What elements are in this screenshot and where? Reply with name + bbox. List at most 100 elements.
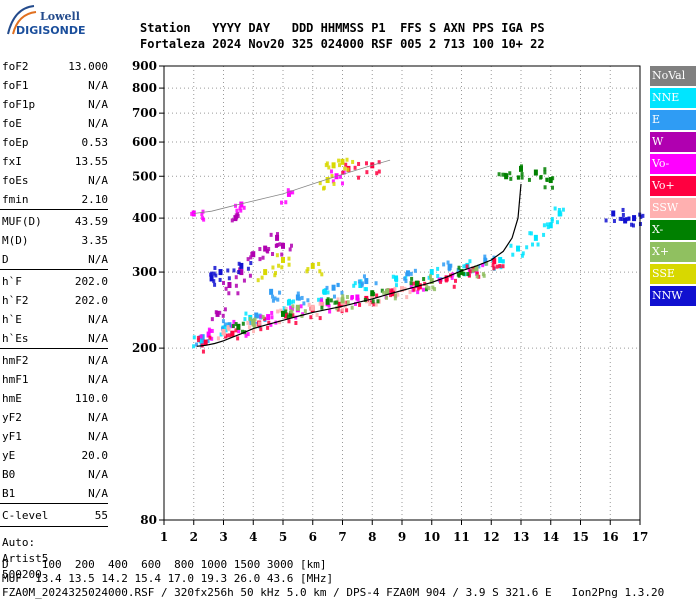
echo-point-vo- bbox=[444, 275, 449, 282]
x-tick-label: 3 bbox=[219, 530, 227, 544]
echo-pixel bbox=[277, 263, 281, 268]
echo-pixel bbox=[551, 176, 555, 181]
echo-point-sse bbox=[325, 177, 330, 184]
echo-pixel bbox=[326, 290, 330, 295]
echo-pixel bbox=[208, 335, 212, 340]
x-tick-label: 15 bbox=[572, 530, 589, 544]
echo-pixel bbox=[199, 334, 203, 339]
echo-pixel bbox=[424, 287, 428, 292]
echo-pixel bbox=[249, 261, 253, 266]
echo-pixel bbox=[271, 251, 275, 256]
echo-pixel bbox=[296, 291, 300, 296]
echo-point-sse bbox=[281, 256, 285, 263]
echo-pixel bbox=[246, 320, 250, 325]
y-tick-label: 600 bbox=[132, 135, 157, 149]
echo-pixel bbox=[324, 288, 328, 293]
echo-pixel bbox=[433, 287, 437, 292]
echo-pixel bbox=[247, 325, 251, 330]
echo-point-w bbox=[263, 245, 268, 252]
axes: 1 2 3 4 5 6 7 8 9 10 11 12 13 14 15 16 17802003004005006… bbox=[132, 59, 648, 544]
trace-o-trace bbox=[196, 183, 522, 347]
echo-pixel bbox=[278, 290, 282, 295]
param-row: fmin 2.10 bbox=[2, 193, 108, 207]
echo-point-vo- bbox=[492, 258, 497, 265]
echo-point-vo- bbox=[206, 331, 211, 338]
echo-pixel bbox=[223, 324, 227, 329]
echo-pixel bbox=[374, 281, 378, 286]
param-row: foE N/A bbox=[2, 117, 108, 131]
x-tick-label: 11 bbox=[453, 530, 470, 544]
echo-pixel bbox=[372, 302, 376, 307]
echo-pixel bbox=[503, 172, 507, 177]
param-name: foE bbox=[2, 117, 22, 130]
echo-point-x- bbox=[251, 318, 256, 325]
echo-pixel bbox=[287, 262, 291, 267]
echo-pixel bbox=[192, 335, 196, 340]
echo-point-w bbox=[281, 242, 285, 249]
y-tick-label: 200 bbox=[132, 341, 157, 355]
echo-pixel bbox=[306, 298, 310, 303]
echo-pixel bbox=[353, 301, 357, 306]
echo-pixel bbox=[337, 158, 341, 163]
echo-pixel bbox=[344, 162, 348, 167]
echo-pixel bbox=[329, 298, 333, 303]
x-tick-label: 14 bbox=[542, 530, 559, 544]
echo-pixel bbox=[543, 170, 547, 175]
echo-pixel bbox=[545, 222, 549, 227]
echo-pixel bbox=[362, 274, 366, 279]
echo-pixel bbox=[210, 271, 214, 276]
echo-pixel bbox=[363, 297, 367, 302]
echo-pixel bbox=[266, 325, 270, 330]
echo-pixel bbox=[341, 307, 345, 312]
echo-pixel bbox=[213, 265, 217, 270]
echo-pixel bbox=[248, 273, 252, 278]
echo-pixel bbox=[350, 305, 354, 310]
echo-pixel bbox=[284, 309, 288, 314]
echo-pixel bbox=[256, 278, 260, 283]
echo-pixel bbox=[238, 267, 242, 272]
echo-pixel bbox=[353, 281, 357, 286]
param-row: hmE 110.0 bbox=[2, 392, 108, 406]
echo-point-vo- bbox=[266, 314, 271, 321]
echo-pixel bbox=[321, 289, 325, 294]
echo-pixel bbox=[302, 301, 306, 306]
param-value: 202.0 bbox=[74, 275, 108, 288]
echo-pixel bbox=[320, 298, 324, 303]
echo-pixel bbox=[341, 170, 345, 175]
echo-pixel bbox=[483, 257, 487, 262]
echo-pixel bbox=[520, 253, 524, 258]
echo-pixel bbox=[374, 302, 378, 307]
echo-pixel bbox=[222, 332, 226, 337]
echo-pixel bbox=[228, 323, 232, 328]
x-tick-label: 16 bbox=[602, 530, 619, 544]
footer: D 100 200 400 600 800 1000 1500 3000 [km… bbox=[2, 558, 664, 600]
y-tick-label: 300 bbox=[132, 265, 157, 279]
echo-points bbox=[190, 157, 645, 354]
auto-scaling-line1: Auto: bbox=[2, 536, 36, 549]
echo-point-vo- bbox=[417, 283, 422, 290]
echo-pixel bbox=[561, 207, 565, 212]
echo-pixel bbox=[462, 271, 466, 276]
echo-pixel bbox=[261, 315, 265, 320]
echo-pixel bbox=[258, 257, 262, 262]
echo-point-nnw bbox=[218, 269, 223, 276]
param-name: C-level bbox=[2, 509, 49, 522]
footer-muf-row: MUF 13.4 13.5 14.2 15.4 17.0 19.3 26.0 4… bbox=[2, 572, 334, 585]
echo-pixel bbox=[236, 214, 240, 219]
param-name: foEs bbox=[2, 174, 29, 187]
echo-pixel bbox=[246, 332, 250, 337]
param-row: B0 N/A bbox=[2, 468, 108, 482]
echo-point-e bbox=[364, 278, 369, 285]
echo-pixel bbox=[223, 307, 227, 312]
echo-point-x- bbox=[236, 323, 241, 330]
echo-pixel bbox=[252, 324, 256, 329]
echo-pixel bbox=[413, 268, 417, 273]
param-name: h`F2 bbox=[2, 294, 29, 307]
polarization-legend: NoVal NNE E W Vo- Vo+ SSW X- X+ SSE NNW bbox=[650, 66, 696, 308]
echo-pixel bbox=[242, 278, 246, 283]
echo-pixel bbox=[265, 248, 269, 253]
echo-pixel bbox=[409, 281, 413, 286]
echo-pixel bbox=[356, 297, 360, 302]
echo-pixel bbox=[222, 280, 226, 285]
echo-pixel bbox=[259, 327, 263, 332]
